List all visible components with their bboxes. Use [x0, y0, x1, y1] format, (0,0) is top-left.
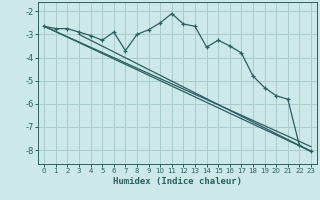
- X-axis label: Humidex (Indice chaleur): Humidex (Indice chaleur): [113, 177, 242, 186]
